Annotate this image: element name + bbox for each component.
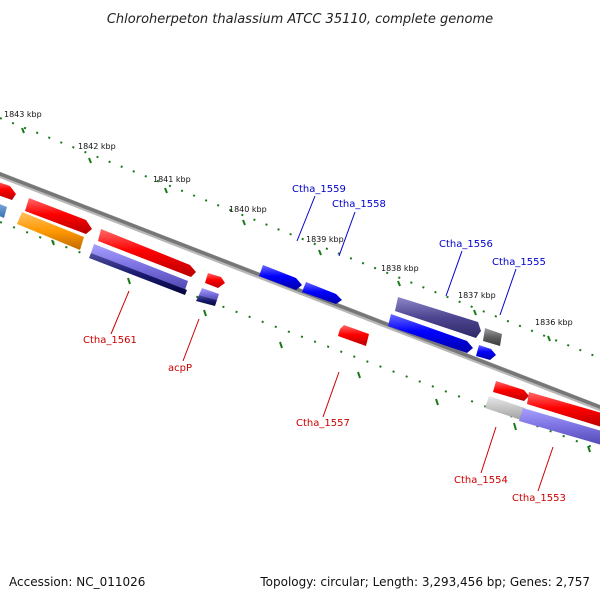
feature-Ctha_1555[interactable] <box>476 345 496 360</box>
feature-Ctha_1553[interactable] <box>519 408 600 446</box>
inner-ruler-ticks <box>51 239 591 453</box>
reverse-labels: Ctha_1561 acpP Ctha_1557 Ctha_1554 Ctha_… <box>83 290 566 504</box>
leader-line <box>322 371 340 418</box>
inner-tick <box>357 371 361 379</box>
reverse-features <box>0 202 600 446</box>
gene-label-Ctha_1561[interactable]: Ctha_1561 <box>83 335 137 346</box>
feature-reverse-orange[interactable] <box>17 212 84 250</box>
ruler-ticks <box>21 127 551 342</box>
ruler-tick <box>397 280 401 287</box>
leader-line <box>445 250 463 297</box>
ruler-tick <box>21 127 25 134</box>
ruler-tick <box>88 157 92 164</box>
gene-label-Ctha_1556[interactable]: Ctha_1556 <box>439 239 493 250</box>
ruler-tick <box>473 309 477 316</box>
forward-labels: Ctha_1559 Ctha_1558 Ctha_1556 Ctha_1555 <box>292 184 546 316</box>
feature-reverse-steel[interactable] <box>0 202 7 218</box>
feature-Ctha_1561[interactable] <box>89 253 187 295</box>
inner-tick <box>587 445 591 453</box>
feature-forward-red[interactable] <box>0 181 16 200</box>
leader-line <box>296 195 316 242</box>
leader-line <box>338 211 356 257</box>
ruler-label: 1839 kbp <box>306 235 344 244</box>
gene-label-Ctha_1555[interactable]: Ctha_1555 <box>492 257 546 268</box>
leader-line <box>110 290 130 335</box>
feature-reverse-lavender[interactable] <box>199 288 219 300</box>
inner-tick <box>435 398 439 406</box>
leader-line <box>499 268 517 316</box>
feature-forward-red[interactable] <box>493 381 529 401</box>
inner-tick <box>203 309 207 317</box>
feature-forward-red[interactable] <box>98 229 196 277</box>
feature-forward-blue[interactable] <box>388 314 473 353</box>
ruler-label: 1836 kbp <box>535 318 573 327</box>
ruler-label: 1843 kbp <box>4 110 42 119</box>
forward-features <box>0 181 600 428</box>
feature-forward-gray[interactable] <box>483 328 502 346</box>
map-title: Chloroherpeton thalassium ATCC 35110, co… <box>107 12 493 27</box>
gene-label-acpP[interactable]: acpP <box>168 363 192 374</box>
feature-forward-red[interactable] <box>527 392 600 428</box>
gene-label-Ctha_1559[interactable]: Ctha_1559 <box>292 184 346 195</box>
ruler-label: 1840 kbp <box>229 205 267 214</box>
inner-tick <box>513 422 517 431</box>
leader-line <box>537 446 554 492</box>
gene-label-Ctha_1554[interactable]: Ctha_1554 <box>454 475 508 486</box>
genome-backbone <box>0 172 600 409</box>
feature-reverse-lavender[interactable] <box>91 244 188 290</box>
ruler-tick <box>547 335 551 342</box>
feature-Ctha_1557[interactable] <box>338 325 369 346</box>
ruler-label: 1842 kbp <box>78 142 116 151</box>
genome-summary-text: Topology: circular; Length: 3,293,456 bp… <box>259 575 590 589</box>
inner-tick <box>279 341 283 349</box>
ruler-tick <box>318 249 322 256</box>
leader-line <box>182 318 200 362</box>
feature-Ctha_1559[interactable] <box>259 265 302 290</box>
gene-label-Ctha_1557[interactable]: Ctha_1557 <box>296 418 350 429</box>
ruler-label: 1837 kbp <box>458 291 496 300</box>
inner-tick <box>51 239 55 246</box>
feature-Ctha_1558[interactable] <box>302 282 342 304</box>
inner-tick <box>127 277 131 285</box>
accession-text: Accession: NC_011026 <box>9 575 145 589</box>
feature-Ctha_1554[interactable] <box>485 396 525 420</box>
leader-line <box>480 426 497 474</box>
ruler-label: 1841 kbp <box>153 175 191 184</box>
ruler-tick <box>164 187 168 194</box>
feature-Ctha_1556[interactable] <box>395 297 481 338</box>
feature-forward-red[interactable] <box>25 198 92 234</box>
gene-label-Ctha_1558[interactable]: Ctha_1558 <box>332 199 386 210</box>
gene-label-Ctha_1553[interactable]: Ctha_1553 <box>512 493 566 504</box>
feature-forward-red[interactable] <box>205 273 225 288</box>
ruler-tick <box>242 219 246 226</box>
feature-acpP[interactable] <box>196 295 217 306</box>
ruler-dots-outer <box>0 117 600 359</box>
ruler-label: 1838 kbp <box>381 264 419 273</box>
